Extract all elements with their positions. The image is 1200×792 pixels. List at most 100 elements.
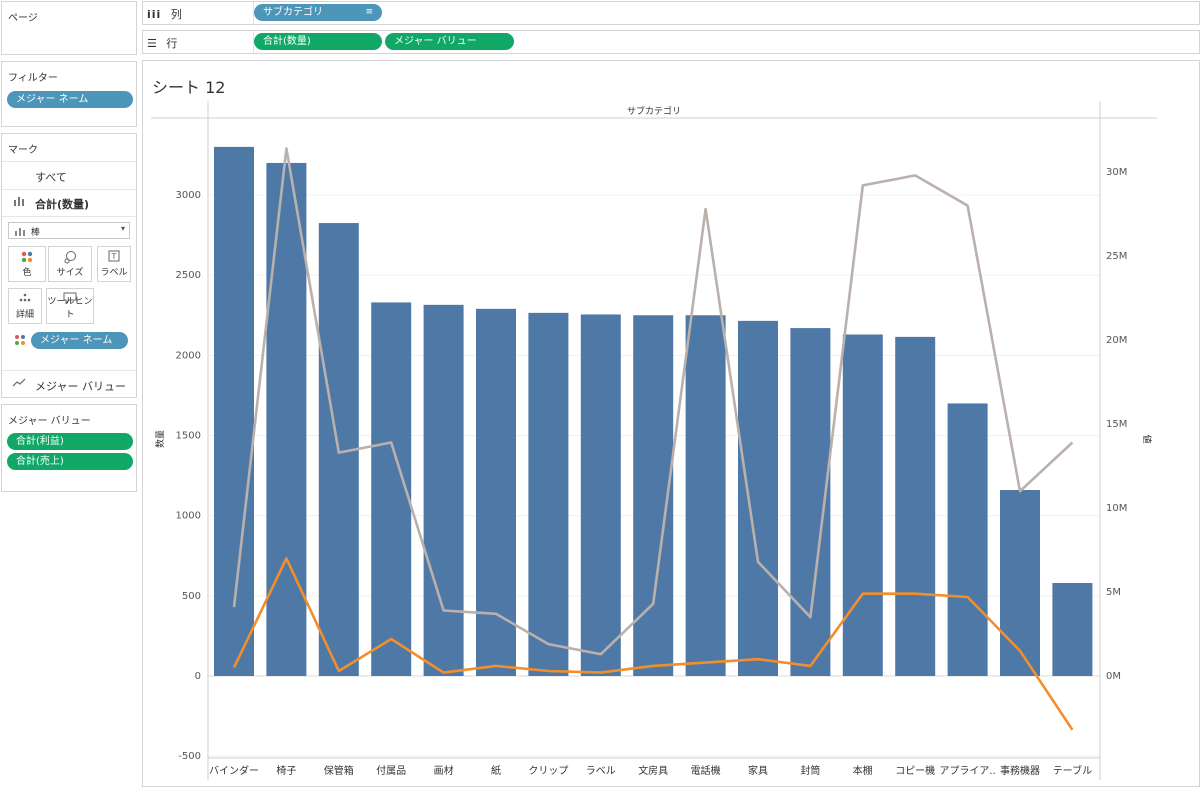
marks-divider <box>2 216 136 217</box>
tooltip-button-label: ツールヒント <box>47 297 93 320</box>
label-button[interactable]: T ラベル <box>97 246 131 282</box>
x-axis-category-label: テーブル <box>1053 764 1092 777</box>
left-axis-tick-label: 1000 <box>176 511 201 522</box>
columns-label-text: 列 <box>170 8 182 21</box>
left-axis-tick-label: 0 <box>195 671 201 682</box>
marks-all-card[interactable]: すべて <box>35 171 67 184</box>
right-axis-tick-label: 25M <box>1106 251 1127 262</box>
sheet-title: シート 12 <box>152 78 226 97</box>
rows-shelf[interactable]: ☰ 行 合計(数量) メジャー バリュー <box>142 30 1200 54</box>
mark-type-dropdown[interactable]: 棒 ▾ <box>8 222 130 239</box>
shelf-divider <box>253 31 254 53</box>
columns-pill-subcategory[interactable]: サブカテゴリ ≡ <box>254 4 382 21</box>
line-chart-icon <box>12 378 26 391</box>
color-palette-icon <box>9 250 45 267</box>
x-axis-category-label: 事務機器 <box>1000 764 1040 777</box>
subcategory-header: サブカテゴリ <box>627 105 681 117</box>
columns-icon: iii <box>147 8 162 21</box>
left-axis-title: 数量 <box>154 430 166 448</box>
tooltip-bubble-icon <box>47 292 93 307</box>
series-line <box>232 147 1074 656</box>
svg-text:T: T <box>111 252 117 261</box>
color-button[interactable]: 色 <box>8 246 46 282</box>
x-axis-category-label: コピー機 <box>895 764 935 777</box>
right-axis-tick-label: 5M <box>1106 587 1121 598</box>
chevron-down-icon: ▾ <box>120 224 125 233</box>
right-axis-tick-label: 20M <box>1106 335 1127 346</box>
bar <box>528 312 569 676</box>
right-axis-title: 値 <box>1141 434 1153 443</box>
bar <box>423 304 464 676</box>
pages-panel: ページ <box>1 1 137 55</box>
columns-shelf[interactable]: iii 列 サブカテゴリ ≡ <box>142 1 1200 25</box>
bar-chart-icon <box>13 196 25 209</box>
columns-shelf-label: iii 列 <box>147 6 182 22</box>
rows-label-text: 行 <box>166 37 178 50</box>
rows-icon: ☰ <box>147 37 157 50</box>
filters-panel: フィルター メジャー ネーム <box>1 61 137 127</box>
x-axis-category-label: クリップ <box>528 765 568 777</box>
right-axis-tick-label: 30M <box>1106 167 1127 178</box>
bar <box>1000 490 1040 676</box>
rows-pill-measure-values[interactable]: メジャー バリュー <box>385 33 514 50</box>
color-button-label: 色 <box>22 268 32 278</box>
filters-title: フィルター <box>8 73 58 84</box>
marks-panel: マーク すべて 合計(数量) 棒 ▾ 色 サイズ T ラベル 詳細 <box>1 133 137 398</box>
measure-value-pill-sales[interactable]: 合計(売上) <box>7 453 133 470</box>
x-axis-category-label: バインダー <box>209 764 259 777</box>
pages-title: ページ <box>8 13 38 24</box>
marks-divider <box>2 161 136 162</box>
color-pill-measure-names[interactable]: メジャー ネーム <box>31 332 128 349</box>
shelf-divider <box>253 2 254 24</box>
x-axis-category-label: 封筒 <box>800 764 820 777</box>
left-axis-tick-label: 500 <box>182 591 201 602</box>
detail-button[interactable]: 詳細 <box>8 288 42 324</box>
x-axis-category-label: 本棚 <box>853 764 873 777</box>
bar <box>738 320 778 676</box>
bars-layer <box>214 146 1093 676</box>
x-axis-category-label: 保管箱 <box>324 764 354 777</box>
x-axis-category-label: 画材 <box>434 764 454 777</box>
tooltip-button[interactable]: ツールヒント <box>46 288 94 324</box>
sort-icon: ≡ <box>365 7 373 17</box>
bar-chart-icon <box>14 226 26 239</box>
size-button-label: サイズ <box>56 268 84 278</box>
marks-title: マーク <box>8 145 38 156</box>
marks-sum-quantity-card[interactable]: 合計(数量) <box>35 198 90 211</box>
x-axis-category-label: 家具 <box>748 764 768 777</box>
x-axis-category-label: 紙 <box>491 764 501 777</box>
bar <box>580 314 621 676</box>
series-line <box>232 557 1074 731</box>
x-axis-category-label: 文房具 <box>638 764 668 777</box>
marks-divider <box>2 370 136 371</box>
color-dots-icon <box>14 334 26 349</box>
bar <box>947 403 988 676</box>
right-axis-tick-label: 10M <box>1106 503 1127 514</box>
axis-layer: サブカテゴリ 数量 値 3000 2500 2000 1500 1000 500 0 -500… <box>151 101 1157 780</box>
x-axis-category-label: 電話機 <box>691 764 721 777</box>
size-button[interactable]: サイズ <box>48 246 92 282</box>
marks-divider <box>2 189 136 190</box>
mark-type-label: 棒 <box>31 228 41 238</box>
text-label-icon: T <box>98 250 130 265</box>
marks-measure-values-card[interactable]: メジャー バリュー <box>35 380 126 393</box>
x-axis-category-label: ラベル <box>586 765 616 777</box>
lines-layer <box>232 147 1074 731</box>
bar <box>895 336 936 676</box>
bar <box>266 162 307 676</box>
right-axis-tick-label: 15M <box>1106 419 1127 430</box>
measure-value-pill-profit[interactable]: 合計(利益) <box>7 433 133 450</box>
detail-dots-icon <box>9 292 41 307</box>
left-axis-tick-label: 3000 <box>176 190 201 201</box>
columns-pill-label: サブカテゴリ <box>263 7 323 18</box>
rows-shelf-label: ☰ 行 <box>147 35 177 51</box>
x-axis-category-label: アプライア.. <box>939 765 995 777</box>
right-axis-tick-label: 0M <box>1106 671 1121 682</box>
left-axis-tick-label: -500 <box>178 751 201 762</box>
x-axis-category-label: 付属品 <box>376 764 406 777</box>
filter-pill-measure-names[interactable]: メジャー ネーム <box>7 91 133 108</box>
left-axis-tick-label: 2000 <box>176 350 201 361</box>
rows-pill-sum-quantity[interactable]: 合計(数量) <box>254 33 382 50</box>
bar <box>214 146 254 676</box>
